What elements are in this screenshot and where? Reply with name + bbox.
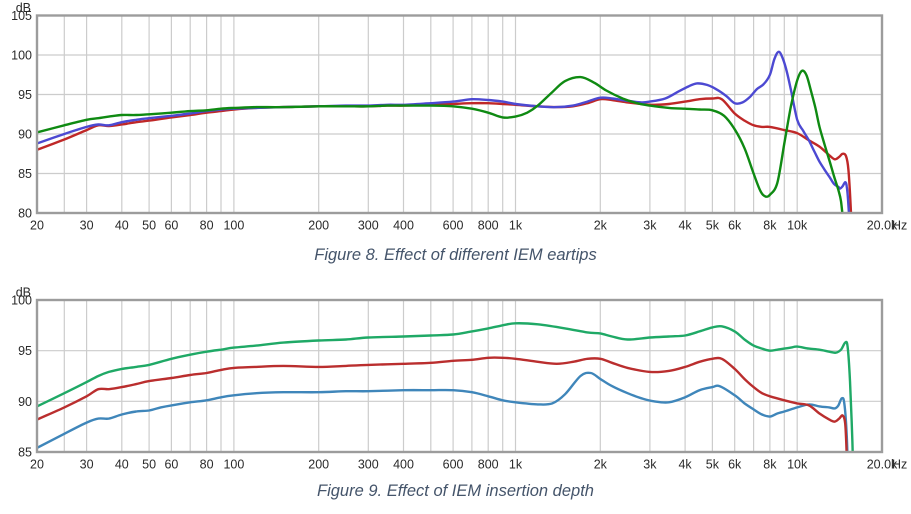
svg-text:40: 40 (115, 458, 129, 472)
svg-text:90: 90 (18, 395, 32, 409)
svg-text:Hz: Hz (892, 458, 907, 472)
svg-text:Hz: Hz (892, 219, 907, 233)
svg-text:50: 50 (142, 458, 156, 472)
svg-text:200: 200 (308, 219, 329, 233)
svg-text:10k: 10k (787, 219, 808, 233)
svg-text:95: 95 (18, 88, 32, 102)
svg-text:dB: dB (16, 1, 31, 15)
svg-text:200: 200 (308, 458, 329, 472)
figure-8-caption: Figure 8. Effect of different IEM eartip… (314, 246, 597, 264)
svg-text:400: 400 (393, 219, 414, 233)
svg-text:100: 100 (11, 49, 32, 63)
svg-text:105: 105 (11, 9, 32, 23)
svg-text:400: 400 (393, 458, 414, 472)
svg-text:80: 80 (18, 207, 32, 221)
svg-text:85: 85 (18, 167, 32, 181)
svg-text:1k: 1k (509, 219, 523, 233)
svg-text:6k: 6k (728, 458, 742, 472)
svg-text:6k: 6k (728, 219, 742, 233)
svg-text:8k: 8k (763, 219, 777, 233)
svg-text:800: 800 (478, 458, 499, 472)
svg-text:20.0k: 20.0k (867, 219, 898, 233)
svg-text:300: 300 (358, 219, 379, 233)
svg-text:100: 100 (11, 294, 32, 308)
svg-text:60: 60 (164, 219, 178, 233)
svg-text:300: 300 (358, 458, 379, 472)
svg-text:3k: 3k (643, 458, 657, 472)
svg-text:800: 800 (478, 219, 499, 233)
svg-text:600: 600 (443, 458, 464, 472)
svg-text:3k: 3k (643, 219, 657, 233)
svg-text:90: 90 (18, 128, 32, 142)
svg-text:5k: 5k (706, 458, 720, 472)
svg-text:100: 100 (223, 219, 244, 233)
svg-text:2k: 2k (594, 219, 608, 233)
svg-text:60: 60 (164, 458, 178, 472)
svg-text:2k: 2k (594, 458, 608, 472)
svg-text:600: 600 (443, 219, 464, 233)
svg-text:100: 100 (223, 458, 244, 472)
svg-text:95: 95 (18, 344, 32, 358)
svg-text:40: 40 (115, 219, 129, 233)
svg-text:dB: dB (16, 286, 31, 300)
svg-text:80: 80 (200, 458, 214, 472)
svg-text:4k: 4k (678, 219, 692, 233)
figure-9-caption: Figure 9. Effect of IEM insertion depth (317, 482, 594, 500)
svg-text:85: 85 (18, 446, 32, 460)
svg-text:50: 50 (142, 219, 156, 233)
svg-text:30: 30 (80, 458, 94, 472)
svg-text:20: 20 (30, 219, 44, 233)
svg-text:80: 80 (200, 219, 214, 233)
svg-text:4k: 4k (678, 458, 692, 472)
svg-text:5k: 5k (706, 219, 720, 233)
svg-text:20.0k: 20.0k (867, 458, 898, 472)
svg-text:10k: 10k (787, 458, 808, 472)
svg-text:30: 30 (80, 219, 94, 233)
svg-text:20: 20 (30, 458, 44, 472)
svg-text:8k: 8k (763, 458, 777, 472)
svg-text:1k: 1k (509, 458, 523, 472)
